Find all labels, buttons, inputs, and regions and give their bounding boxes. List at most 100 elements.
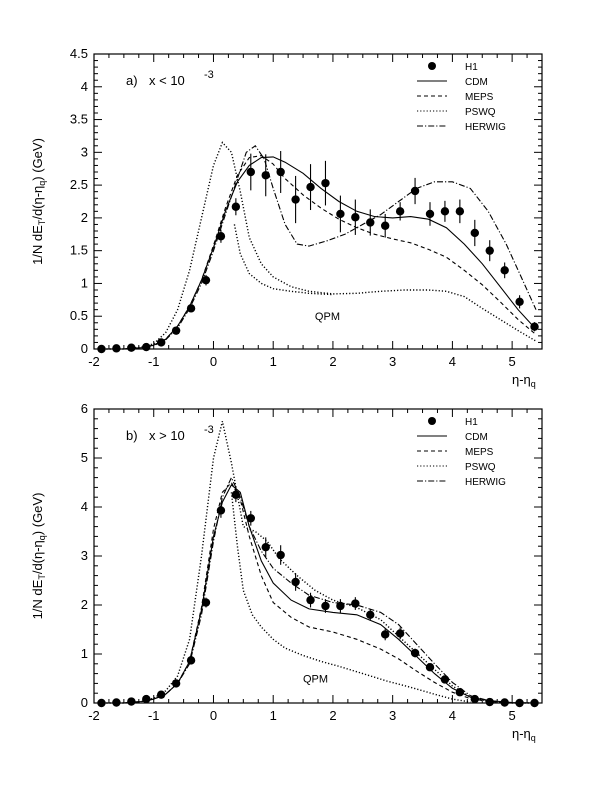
x-tick-label: 4: [449, 708, 456, 723]
h1-data-point: [186, 656, 196, 665]
x-tick-label: 1: [270, 708, 277, 723]
h1-data-point: [351, 213, 360, 222]
y-axis-label-part: T: [37, 219, 47, 225]
h1-data-point: [485, 697, 494, 707]
y-axis-label-part: ) (GeV): [30, 138, 45, 181]
h1-data-point: [112, 344, 121, 353]
legend-label: CDM: [465, 432, 488, 443]
h1-data-point: [246, 514, 255, 523]
h1-data-point: [336, 209, 345, 219]
x-tick-label: 1: [270, 354, 277, 369]
h1-data-point: [246, 167, 255, 177]
y-tick-label: 2: [81, 210, 88, 225]
qpm-annotation: QPM: [303, 674, 328, 686]
h1-data-point: [395, 207, 405, 216]
y-tick-label: 4: [81, 79, 88, 94]
h1-data-point: [291, 577, 300, 587]
y-tick-label: 3: [81, 548, 88, 563]
h1-data-point: [530, 322, 539, 331]
h1-data-point: [171, 679, 181, 688]
x-tick-label: -1: [148, 354, 160, 369]
y-axis-label-part: /d(η-η: [30, 186, 45, 220]
y-tick-label: 4.5: [70, 46, 88, 61]
h1-data-point: [231, 490, 241, 499]
series-line-pswq: [100, 141, 537, 350]
legend-label: H1: [465, 417, 478, 428]
series-line-meps: [100, 481, 536, 704]
h1-data-point: [351, 599, 360, 608]
legend-marker-h1: [428, 417, 436, 425]
h1-data-point: [500, 266, 509, 275]
x-tick-label: 0: [210, 354, 217, 369]
series-line-qpm: [230, 492, 471, 703]
legend-label: MEPS: [465, 92, 494, 103]
h1-data-point: [321, 178, 330, 188]
h1-data-point: [425, 663, 435, 672]
y-tick-label: 4: [81, 499, 88, 514]
y-axis-label-part: ) (GeV): [30, 493, 45, 536]
legend-label: MEPS: [465, 447, 494, 458]
h1-data-point: [157, 690, 166, 699]
y-tick-label: 5: [81, 450, 88, 465]
h1-data-point: [216, 232, 226, 241]
x-tick-label: 5: [509, 354, 516, 369]
y-axis-label-part: 1/N dE: [30, 225, 45, 265]
h1-data-point: [97, 344, 106, 354]
h1-data-point: [410, 186, 420, 196]
panel-label: a): [126, 73, 138, 88]
h1-data-point: [157, 338, 166, 347]
y-tick-label: 3: [81, 144, 88, 159]
panel-condition-exponent: -3: [204, 69, 214, 81]
legend-label: H1: [465, 62, 478, 73]
h1-data-point: [306, 182, 315, 192]
x-tick-label: 2: [329, 354, 336, 369]
h1-data-point: [455, 688, 465, 697]
y-tick-label: 1.5: [70, 243, 88, 258]
y-axis-label-part: 1/N dE: [30, 579, 45, 619]
y-tick-label: 0: [81, 695, 88, 710]
h1-data-point: [366, 218, 375, 227]
h1-data-point: [515, 297, 524, 306]
y-tick-label: 3.5: [70, 112, 88, 127]
x-tick-label: 5: [509, 708, 516, 723]
h1-data-point: [530, 698, 539, 708]
y-axis-label-part: T: [37, 574, 47, 580]
x-axis-label-part: η-η: [512, 726, 531, 741]
panel-condition: x < 10: [149, 73, 185, 88]
h1-data-point: [171, 326, 181, 335]
y-tick-label: 2.5: [70, 177, 88, 192]
h1-data-point: [381, 630, 390, 639]
h1-data-point: [127, 343, 136, 352]
legend-label: HERWIG: [465, 122, 506, 133]
h1-data-point: [425, 209, 435, 219]
h1-data-point: [366, 610, 375, 619]
h1-data-point: [395, 629, 405, 638]
x-tick-label: 3: [389, 354, 396, 369]
y-axis-label-part: q: [37, 181, 47, 186]
x-tick-label: -1: [148, 708, 160, 723]
h1-data-point: [515, 698, 524, 708]
chart-panel-a: -2 -1 0 1 2 3 4 5 0 0.5 1 1.5 2 2.5 3 3.5 4 4.5 1/N dET/d(…: [30, 46, 543, 389]
y-tick-label: 0.5: [70, 308, 88, 323]
panel-condition: x > 10: [149, 428, 185, 443]
series-line-pswq: [100, 421, 536, 704]
x-axis-label-part: q: [531, 379, 536, 389]
panel-label: b): [126, 428, 138, 443]
h1-data-point: [97, 698, 106, 708]
h1-data-point: [142, 694, 151, 704]
legend-label: PSWQ: [465, 462, 496, 473]
legend-label: HERWIG: [465, 477, 506, 488]
h1-data-point: [410, 648, 420, 658]
y-axis-label-part: q: [37, 535, 47, 540]
h1-data-point: [276, 167, 285, 177]
h1-data-point: [276, 550, 285, 560]
y-tick-label: 2: [81, 597, 88, 612]
x-tick-label: 4: [449, 354, 456, 369]
h1-data-point: [261, 542, 270, 552]
h1-data-point: [127, 697, 136, 706]
h1-data-point: [112, 698, 121, 707]
y-tick-label: 1: [81, 275, 88, 290]
h1-data-point: [470, 694, 479, 704]
